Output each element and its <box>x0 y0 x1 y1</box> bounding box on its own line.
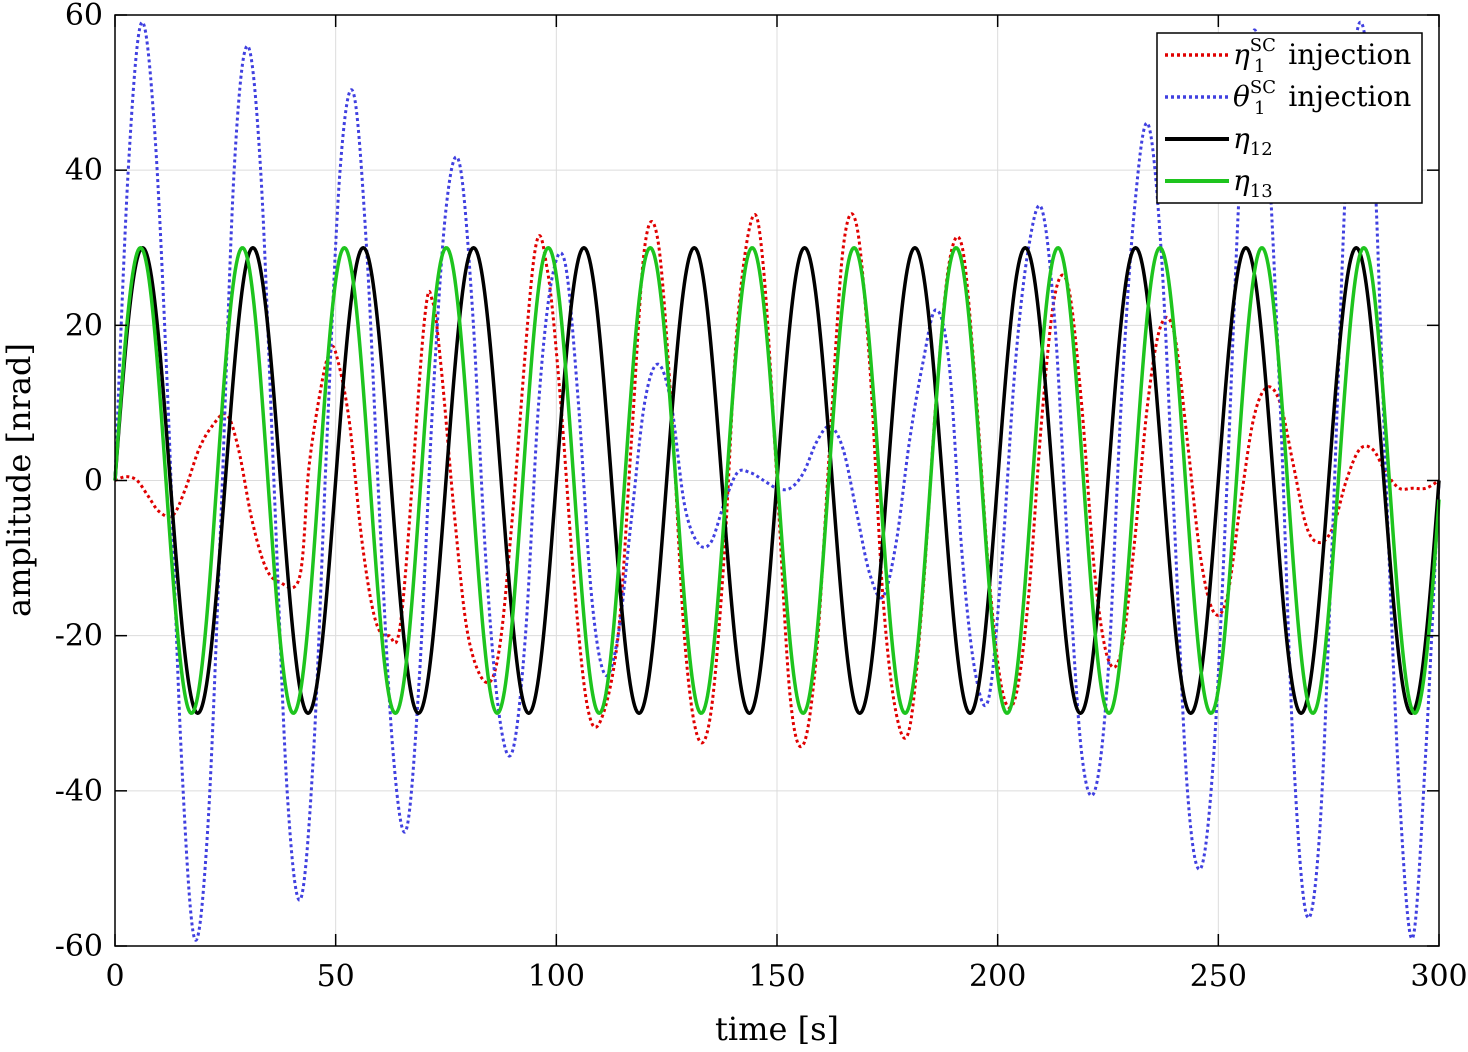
x-tick-label: 150 <box>748 959 805 994</box>
y-axis-title: amplitude [nrad] <box>0 343 38 617</box>
x-tick-label: 50 <box>317 959 355 994</box>
legend-label: η13 <box>1233 164 1273 202</box>
x-axis-title: time [s] <box>715 1010 839 1048</box>
x-tick-label: 300 <box>1410 959 1467 994</box>
series-line-1 <box>113 20 1441 942</box>
x-tick-label: 250 <box>1190 959 1247 994</box>
y-tick-label: 40 <box>65 153 103 188</box>
legend-label: θSC 1 injection <box>1233 77 1411 119</box>
y-tick-label: 60 <box>65 0 103 33</box>
series-layer <box>113 20 1441 942</box>
y-tick-label: -40 <box>55 774 103 809</box>
legend-box <box>1156 32 1423 204</box>
y-tick-label: -60 <box>55 929 103 964</box>
x-tick-label: 200 <box>969 959 1026 994</box>
x-tick-label: 0 <box>105 959 124 994</box>
legend-label: ηSC 1 injection <box>1233 35 1411 77</box>
series-line-0 <box>114 212 1440 749</box>
y-tick-label: -20 <box>55 619 103 654</box>
x-tick-label: 100 <box>528 959 585 994</box>
axis-ticks: 0 50 100 150 200 250 300 -60 -40 -20 0 20 40 60 <box>55 0 1468 994</box>
series-line-3 <box>113 246 1441 715</box>
y-tick-label: 0 <box>84 464 103 499</box>
y-tick-label: 20 <box>65 308 103 343</box>
legend-label: η12 <box>1233 122 1273 160</box>
